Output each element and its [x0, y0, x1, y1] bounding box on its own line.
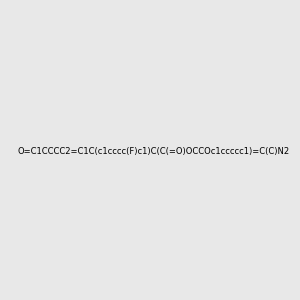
- Text: O=C1CCCC2=C1C(c1cccc(F)c1)C(C(=O)OCCOc1ccccc1)=C(C)N2: O=C1CCCC2=C1C(c1cccc(F)c1)C(C(=O)OCCOc1c…: [18, 147, 290, 156]
